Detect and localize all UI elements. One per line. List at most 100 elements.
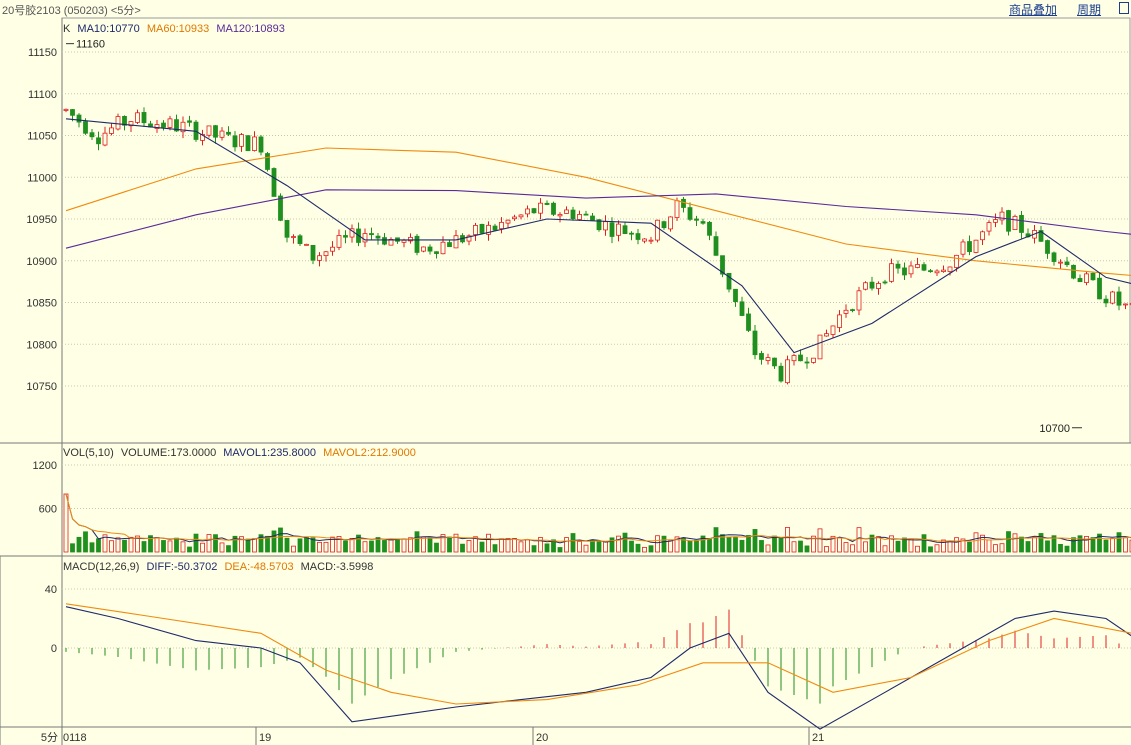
kline-y-tick: 10800 — [26, 339, 57, 351]
volume-bar — [96, 538, 101, 553]
volume-bar — [668, 540, 673, 553]
volume-bar — [837, 537, 842, 553]
candle-body — [310, 245, 316, 261]
volume-bar — [674, 536, 680, 553]
diff-value: DIFF:-50.3702 — [146, 561, 218, 573]
volume-bar — [83, 531, 88, 553]
volume-bar — [232, 535, 238, 553]
candle-body — [655, 219, 660, 241]
candle-body — [791, 355, 797, 362]
overlay-commodity-link[interactable]: 商品叠加 — [1009, 3, 1058, 17]
volume-bar — [291, 545, 296, 553]
volume-bar — [70, 543, 75, 553]
volume-bar — [986, 539, 992, 553]
window-icon[interactable] — [1119, 2, 1129, 14]
volume-bar — [343, 540, 348, 553]
kline-y-tick: 10850 — [26, 298, 57, 310]
candle-body — [206, 125, 212, 136]
candle-body — [271, 168, 277, 197]
candle-body — [863, 282, 868, 290]
volume-bar — [635, 543, 641, 553]
instrument-title: 20号胶2103 (050203) <5分> — [2, 5, 141, 17]
candle-body — [486, 224, 491, 235]
mavol2-value: MAVOL2:212.9000 — [323, 447, 416, 459]
candle-body — [590, 215, 595, 221]
volume-bar — [473, 536, 478, 553]
x-axis-label: 20 — [536, 732, 548, 744]
volume-bar — [934, 544, 940, 553]
top-bar: 20号胶2103 (050203) <5分> 商品叠加 周期 — [0, 0, 1131, 18]
candle-body — [661, 221, 667, 229]
candle-body — [382, 237, 387, 245]
volume-bar — [596, 541, 602, 553]
volume-bar — [193, 533, 199, 553]
candle-body — [109, 127, 114, 134]
candle-body — [453, 235, 459, 249]
candle-body — [947, 266, 953, 272]
volume-bar — [564, 537, 569, 553]
volume-bar — [882, 545, 888, 553]
candle-body — [687, 207, 693, 220]
volume-bar — [830, 535, 836, 553]
volume-bar — [947, 541, 953, 553]
candle-body — [642, 238, 647, 242]
ma10-label: MA10:10770 — [77, 23, 140, 35]
volume-bar — [310, 537, 316, 553]
candle-body — [304, 243, 309, 246]
volume-bar — [408, 537, 413, 553]
volume-bar — [395, 538, 400, 553]
candlestick-series: 11160 10700 — [63, 39, 1131, 435]
candle-body — [362, 233, 368, 243]
candle-body — [128, 121, 134, 127]
volume-bar — [1006, 531, 1011, 553]
volume-bar — [980, 534, 985, 553]
volume-bar — [336, 536, 342, 553]
volume-bar — [1084, 536, 1089, 553]
candle-body — [902, 267, 907, 276]
volume-bar — [707, 538, 712, 553]
candle-body — [187, 120, 192, 123]
volume-bar — [538, 537, 543, 553]
period-link[interactable]: 周期 — [1077, 3, 1102, 17]
candle-body — [1058, 261, 1063, 264]
candle-body — [427, 246, 433, 252]
candle-body — [564, 209, 569, 214]
candle-body — [889, 263, 894, 282]
volume-bar — [1103, 539, 1109, 553]
volume-bar — [876, 536, 881, 553]
volume-bar — [843, 542, 849, 553]
candle-body — [765, 357, 771, 361]
candle-body — [544, 202, 550, 205]
candle-body — [375, 235, 381, 239]
volume-bar — [694, 539, 699, 553]
candle-body — [1045, 240, 1050, 254]
volume-bar — [1032, 537, 1037, 553]
candle-body — [980, 231, 985, 241]
axis-ticks: 11150 11100 11050 11000 10950 10900 10850 10800… — [26, 47, 824, 745]
volume-bar — [226, 545, 231, 553]
candle-body — [733, 288, 738, 302]
volume-bar — [993, 544, 998, 553]
volume-bar — [973, 532, 979, 553]
candle-body — [63, 108, 69, 111]
volume-bar — [648, 545, 654, 553]
candle-body — [1090, 272, 1096, 281]
volume-bar — [141, 541, 147, 553]
candle-body — [876, 283, 881, 289]
volume-bar — [499, 538, 504, 553]
volume-bar — [1019, 536, 1024, 553]
ma120-label: MA120:10893 — [216, 23, 285, 35]
candle-body — [967, 241, 972, 252]
candle-body — [1038, 230, 1044, 242]
candle-body — [986, 222, 992, 232]
volume-bar — [102, 534, 108, 553]
volume-bar — [759, 540, 764, 553]
volume-bar — [1045, 540, 1050, 553]
volume-bar — [551, 539, 556, 553]
volume-bar — [798, 540, 803, 553]
volume-bar — [304, 537, 309, 553]
volume-bar — [525, 539, 530, 553]
candle-body — [538, 202, 543, 214]
